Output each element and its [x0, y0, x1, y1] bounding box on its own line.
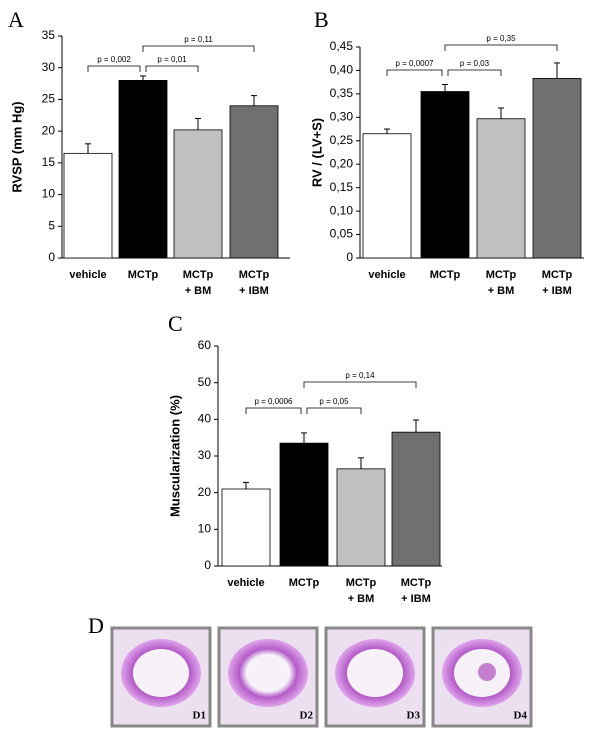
p-value: p = 0,0007	[395, 59, 434, 68]
y-tick-label: 0	[346, 250, 353, 264]
bar	[63, 152, 113, 259]
significance-bracket	[87, 65, 141, 72]
significance-bracket	[386, 69, 443, 76]
y-tick-label: 0,35	[330, 86, 354, 100]
x-tick-label: MCTp	[346, 577, 377, 589]
y-tick-label: 60	[198, 338, 212, 352]
bar	[336, 468, 386, 567]
bar	[362, 133, 412, 259]
image-label: D3	[407, 710, 421, 722]
bar	[173, 129, 223, 259]
x-tick-label: MCTp	[430, 269, 461, 281]
bar	[476, 118, 526, 259]
x-tick-label: vehicle	[69, 269, 106, 281]
y-tick-label: 0,30	[330, 110, 354, 124]
x-tick-label: vehicle	[227, 577, 264, 589]
y-tick-label: 0	[204, 558, 211, 572]
lumen	[347, 649, 403, 697]
x-tick-label: MCTp	[289, 577, 320, 589]
x-tick-label: MCTp	[128, 269, 159, 281]
panel-label: C	[168, 311, 183, 336]
x-tick-label: vehicle	[368, 269, 405, 281]
bar	[532, 78, 582, 259]
bar	[279, 442, 329, 567]
y-tick-label: 20	[198, 485, 212, 499]
x-tick-label: + BM	[348, 593, 375, 605]
x-tick-label: + BM	[488, 285, 515, 297]
significance-bracket	[145, 65, 199, 72]
significance-bracket	[447, 69, 502, 76]
image-label: D2	[300, 710, 314, 722]
p-value: p = 0,35	[486, 34, 516, 43]
significance-bracket	[306, 407, 362, 414]
y-axis-label: RVSP (mm Hg)	[9, 101, 24, 192]
image-label: D1	[193, 710, 206, 722]
significance-bracket	[245, 407, 302, 414]
p-value: p = 0,01	[157, 55, 187, 64]
lumen	[246, 655, 290, 691]
y-tick-label: 0,05	[330, 227, 354, 241]
significance-bracket	[444, 44, 558, 51]
bar	[229, 105, 279, 259]
y-tick-label: 20	[42, 123, 56, 137]
y-tick-label: 0	[48, 250, 55, 264]
y-tick-label: 35	[42, 28, 56, 42]
y-tick-label: 0,15	[330, 180, 354, 194]
p-value: p = 0,05	[319, 397, 349, 406]
y-tick-label: 0,10	[330, 203, 354, 217]
y-tick-label: 0,40	[330, 63, 354, 77]
y-tick-label: 10	[42, 187, 56, 201]
p-value: p = 0,11	[184, 35, 213, 44]
y-tick-label: 5	[48, 218, 55, 232]
significance-bracket	[303, 381, 417, 388]
panel-label: A	[8, 7, 24, 32]
y-tick-label: 25	[42, 92, 56, 106]
x-tick-label: + BM	[185, 285, 212, 297]
p-value: p = 0,14	[345, 371, 375, 380]
lumen	[133, 649, 189, 697]
y-tick-label: 15	[42, 155, 56, 169]
p-value: p = 0,03	[460, 59, 490, 68]
x-tick-label: + IBM	[239, 285, 269, 297]
y-tick-label: 0,20	[330, 156, 354, 170]
bar	[391, 431, 441, 567]
x-tick-label: MCTp	[239, 269, 270, 281]
y-tick-label: 30	[42, 60, 56, 74]
x-tick-label: MCTp	[183, 269, 214, 281]
significance-bracket	[142, 45, 255, 52]
y-tick-label: 0,25	[330, 133, 354, 147]
y-tick-label: 40	[198, 412, 212, 426]
cell-cluster	[478, 663, 496, 681]
bar	[118, 80, 168, 259]
bar	[221, 488, 271, 567]
y-tick-label: 30	[198, 448, 212, 462]
y-tick-label: 0,45	[330, 39, 354, 53]
p-value: p = 0,002	[97, 55, 131, 64]
x-tick-label: MCTp	[542, 269, 573, 281]
x-tick-label: + IBM	[542, 285, 572, 297]
bar	[420, 91, 470, 259]
panel-label: B	[314, 7, 329, 32]
p-value: p = 0,0006	[254, 397, 293, 406]
panel-label: D	[88, 613, 104, 638]
x-tick-label: MCTp	[486, 269, 517, 281]
x-tick-label: MCTp	[401, 577, 432, 589]
y-tick-label: 50	[198, 375, 212, 389]
y-tick-label: 10	[198, 522, 212, 536]
y-axis-label: Muscularization (%)	[167, 395, 182, 517]
x-tick-label: + IBM	[401, 593, 431, 605]
image-label: D4	[514, 710, 528, 722]
y-axis-label: RV / (LV+S)	[309, 118, 324, 187]
